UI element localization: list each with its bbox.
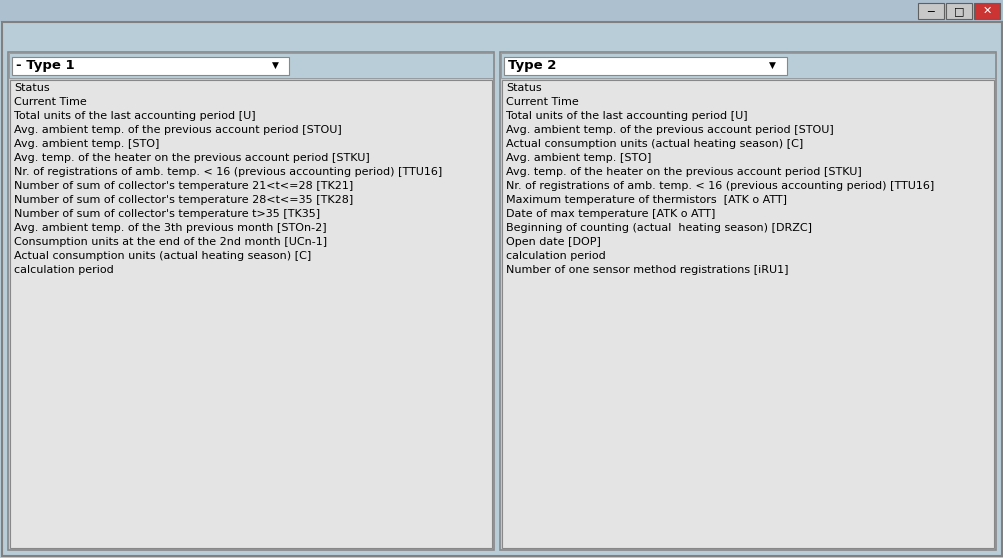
Text: Status: Status [506, 83, 541, 93]
Text: Total units of the last accounting period [U]: Total units of the last accounting perio… [14, 111, 256, 121]
Text: Beginning of counting (actual  heating season) [DRZC]: Beginning of counting (actual heating se… [506, 223, 811, 233]
Text: calculation period: calculation period [14, 265, 113, 275]
Text: Current Time: Current Time [14, 97, 86, 107]
FancyBboxPatch shape [945, 3, 971, 19]
FancyBboxPatch shape [12, 57, 289, 75]
Text: ─: ─ [927, 6, 934, 16]
Text: ▼: ▼ [768, 60, 775, 70]
FancyBboxPatch shape [0, 22, 1003, 558]
Text: Actual consumption units (actual heating season) [C]: Actual consumption units (actual heating… [506, 139, 802, 149]
FancyBboxPatch shape [502, 80, 993, 548]
Text: Status: Status [14, 83, 49, 93]
Text: Open date [DOP]: Open date [DOP] [506, 237, 600, 247]
Text: Nr. of registrations of amb. temp. < 16 (previous accounting period) [TTU16]: Nr. of registrations of amb. temp. < 16 … [14, 167, 441, 177]
Text: Avg. ambient temp. of the previous account period [STOU]: Avg. ambient temp. of the previous accou… [14, 125, 341, 135]
Text: Avg. temp. of the heater on the previous account period [STKU]: Avg. temp. of the heater on the previous… [506, 167, 861, 177]
Text: Avg. ambient temp. [STO]: Avg. ambient temp. [STO] [506, 153, 651, 163]
Text: Current Time: Current Time [506, 97, 578, 107]
FancyBboxPatch shape [973, 3, 999, 19]
Text: Avg. ambient temp. of the 3th previous month [STOn-2]: Avg. ambient temp. of the 3th previous m… [14, 223, 326, 233]
FancyBboxPatch shape [8, 52, 493, 550]
FancyBboxPatch shape [0, 0, 1003, 22]
FancyBboxPatch shape [504, 57, 786, 75]
Text: Avg. temp. of the heater on the previous account period [STKU]: Avg. temp. of the heater on the previous… [14, 153, 369, 163]
Text: ✕: ✕ [981, 6, 991, 16]
Text: Consumption units at the end of the 2nd month [UCn-1]: Consumption units at the end of the 2nd … [14, 237, 327, 247]
FancyBboxPatch shape [917, 3, 943, 19]
Text: Maximum temperature of thermistors  [ATK o ATT]: Maximum temperature of thermistors [ATK … [506, 195, 786, 205]
Text: Avg. ambient temp. [STO]: Avg. ambient temp. [STO] [14, 139, 159, 149]
Text: Nr. of registrations of amb. temp. < 16 (previous accounting period) [TTU16]: Nr. of registrations of amb. temp. < 16 … [506, 181, 934, 191]
Text: ▼: ▼ [272, 60, 278, 70]
FancyBboxPatch shape [10, 80, 491, 548]
Text: Date of max temperature [ATK o ATT]: Date of max temperature [ATK o ATT] [506, 209, 715, 219]
FancyBboxPatch shape [500, 53, 994, 78]
Text: Number of sum of collector's temperature 21<t<=28 [TK21]: Number of sum of collector's temperature… [14, 181, 353, 191]
Text: Avg. ambient temp. of the previous account period [STOU]: Avg. ambient temp. of the previous accou… [506, 125, 832, 135]
FancyBboxPatch shape [9, 53, 492, 78]
Text: - Type 1: - Type 1 [16, 59, 74, 71]
Text: □: □ [953, 6, 963, 16]
Text: Total units of the last accounting period [U]: Total units of the last accounting perio… [506, 111, 747, 121]
Text: Number of sum of collector's temperature 28<t<=35 [TK28]: Number of sum of collector's temperature… [14, 195, 353, 205]
Text: calculation period: calculation period [506, 251, 605, 261]
Text: Actual consumption units (actual heating season) [C]: Actual consumption units (actual heating… [14, 251, 311, 261]
Text: Number of one sensor method registrations [iRU1]: Number of one sensor method registration… [506, 265, 787, 275]
Text: Type 2: Type 2 [508, 59, 556, 71]
Text: Number of sum of collector's temperature t>35 [TK35]: Number of sum of collector's temperature… [14, 209, 320, 219]
FancyBboxPatch shape [499, 52, 995, 550]
